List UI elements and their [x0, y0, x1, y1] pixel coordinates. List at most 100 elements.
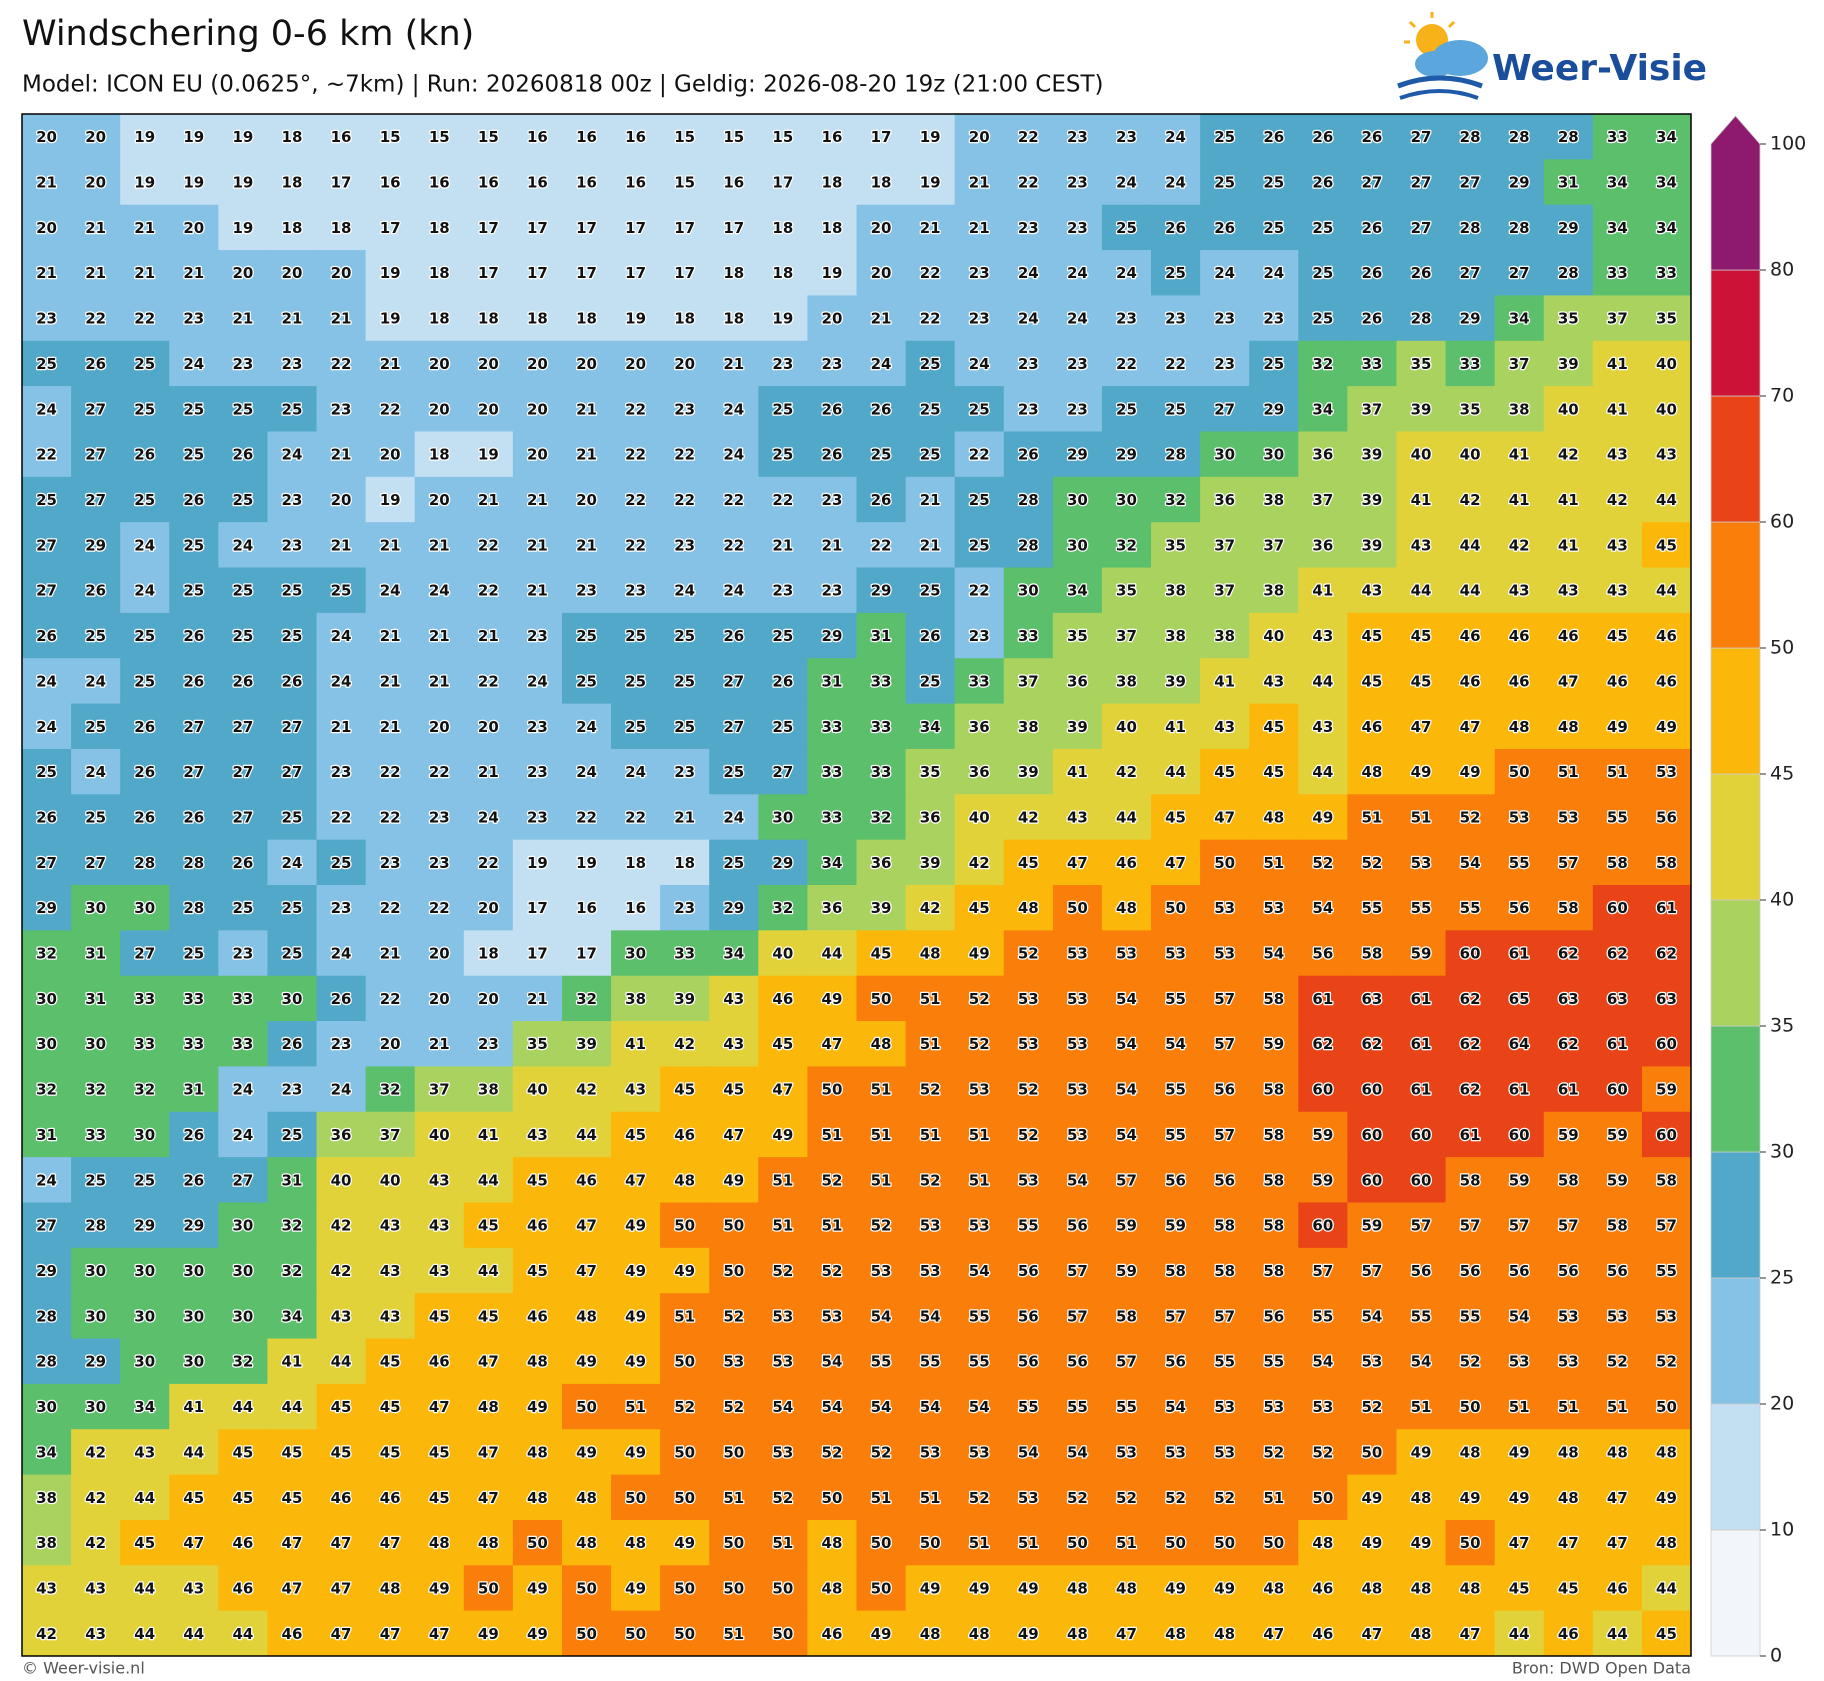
value-label: 53	[772, 1353, 793, 1371]
field-cell	[1641, 975, 1691, 1022]
value-label: 57	[1214, 1035, 1235, 1053]
value-label: 21	[429, 672, 450, 690]
value-label: 53	[772, 1307, 793, 1325]
value-label: 15	[674, 174, 695, 192]
field-cell	[1445, 204, 1496, 251]
field-cell	[169, 1202, 219, 1249]
value-label: 61	[1656, 899, 1677, 917]
field-cell	[856, 1021, 907, 1068]
field-cell	[463, 295, 514, 342]
value-label: 22	[380, 899, 401, 917]
value-label: 60	[1361, 1171, 1382, 1189]
field-cell	[218, 658, 269, 705]
field-cell	[758, 476, 809, 523]
field-cell	[856, 1066, 907, 1113]
value-label: 48	[822, 1579, 843, 1597]
value-label: 22	[478, 536, 499, 554]
field-cell	[1347, 159, 1398, 206]
value-label: 17	[871, 128, 892, 146]
field-cell	[169, 885, 219, 931]
field-cell	[1641, 1111, 1691, 1158]
field-cell	[856, 295, 907, 342]
value-label: 42	[1116, 763, 1137, 781]
value-label: 55	[1165, 1081, 1186, 1099]
value-label: 62	[1460, 1081, 1481, 1099]
value-label: 16	[625, 899, 646, 917]
value-label: 25	[1214, 128, 1235, 146]
value-label: 34	[1656, 174, 1677, 192]
field-cell	[1003, 431, 1054, 478]
field-cell	[512, 885, 563, 931]
field-cell	[807, 386, 858, 433]
field-cell	[22, 476, 72, 523]
value-label: 51	[920, 1126, 941, 1144]
value-label: 33	[674, 945, 695, 963]
value-label: 30	[282, 990, 303, 1008]
field-cell	[1003, 658, 1054, 705]
value-label: 56	[1263, 1307, 1284, 1325]
value-label: 43	[1361, 582, 1382, 600]
field-cell	[905, 567, 956, 614]
value-label: 50	[527, 1534, 548, 1552]
field-cell	[22, 295, 72, 342]
value-label: 42	[1509, 536, 1530, 554]
value-label: 38	[36, 1489, 57, 1507]
value-label: 52	[822, 1262, 843, 1280]
value-label: 48	[527, 1443, 548, 1461]
value-label: 22	[380, 400, 401, 418]
field-cell	[120, 159, 170, 206]
value-label: 35	[1116, 582, 1137, 600]
value-label: 48	[576, 1489, 597, 1507]
field-cell	[1592, 748, 1643, 795]
field-cell	[660, 794, 710, 841]
value-label: 43	[1411, 536, 1432, 554]
value-label: 48	[1656, 1443, 1677, 1461]
value-label: 19	[134, 128, 155, 146]
value-label: 23	[331, 400, 352, 418]
field-cell	[71, 1111, 121, 1158]
field-cell	[267, 159, 318, 206]
field-cell	[856, 114, 907, 160]
field-cell	[1101, 885, 1152, 931]
value-label: 27	[772, 763, 793, 781]
value-label: 21	[576, 446, 597, 464]
field-cell	[71, 567, 121, 614]
field-cell	[1298, 567, 1348, 614]
value-label: 50	[1165, 1534, 1186, 1552]
value-label: 47	[576, 1262, 597, 1280]
value-label: 44	[134, 1625, 155, 1643]
field-cell	[856, 975, 907, 1022]
value-label: 44	[822, 945, 843, 963]
value-label: 32	[1116, 536, 1137, 554]
value-label: 20	[527, 446, 548, 464]
value-label: 49	[625, 1307, 646, 1325]
value-label: 45	[1361, 627, 1382, 645]
field-cell	[1396, 839, 1447, 886]
field-cell	[1298, 1157, 1348, 1204]
field-cell	[169, 1247, 219, 1294]
value-label: 21	[429, 1035, 450, 1053]
value-label: 43	[1607, 582, 1628, 600]
field-cell	[120, 386, 170, 433]
field-cell	[1445, 1021, 1496, 1068]
field-cell	[365, 1111, 416, 1158]
value-label: 15	[723, 128, 744, 146]
value-label: 40	[1460, 446, 1481, 464]
field-cell	[267, 431, 318, 478]
value-label: 18	[822, 219, 843, 237]
field-cell	[316, 1021, 367, 1068]
value-label: 47	[1411, 718, 1432, 736]
value-label: 52	[1361, 854, 1382, 872]
value-label: 30	[85, 1035, 106, 1053]
value-label: 50	[1165, 899, 1186, 917]
field-cell	[1396, 522, 1447, 569]
value-label: 53	[1263, 899, 1284, 917]
field-cell	[463, 114, 514, 160]
field-cell	[71, 522, 121, 569]
field-cell	[1052, 476, 1103, 523]
value-label: 38	[1116, 672, 1137, 690]
value-label: 29	[85, 1353, 106, 1371]
field-cell	[1494, 114, 1545, 160]
value-label: 44	[1116, 808, 1137, 826]
value-label: 34	[36, 1443, 57, 1461]
